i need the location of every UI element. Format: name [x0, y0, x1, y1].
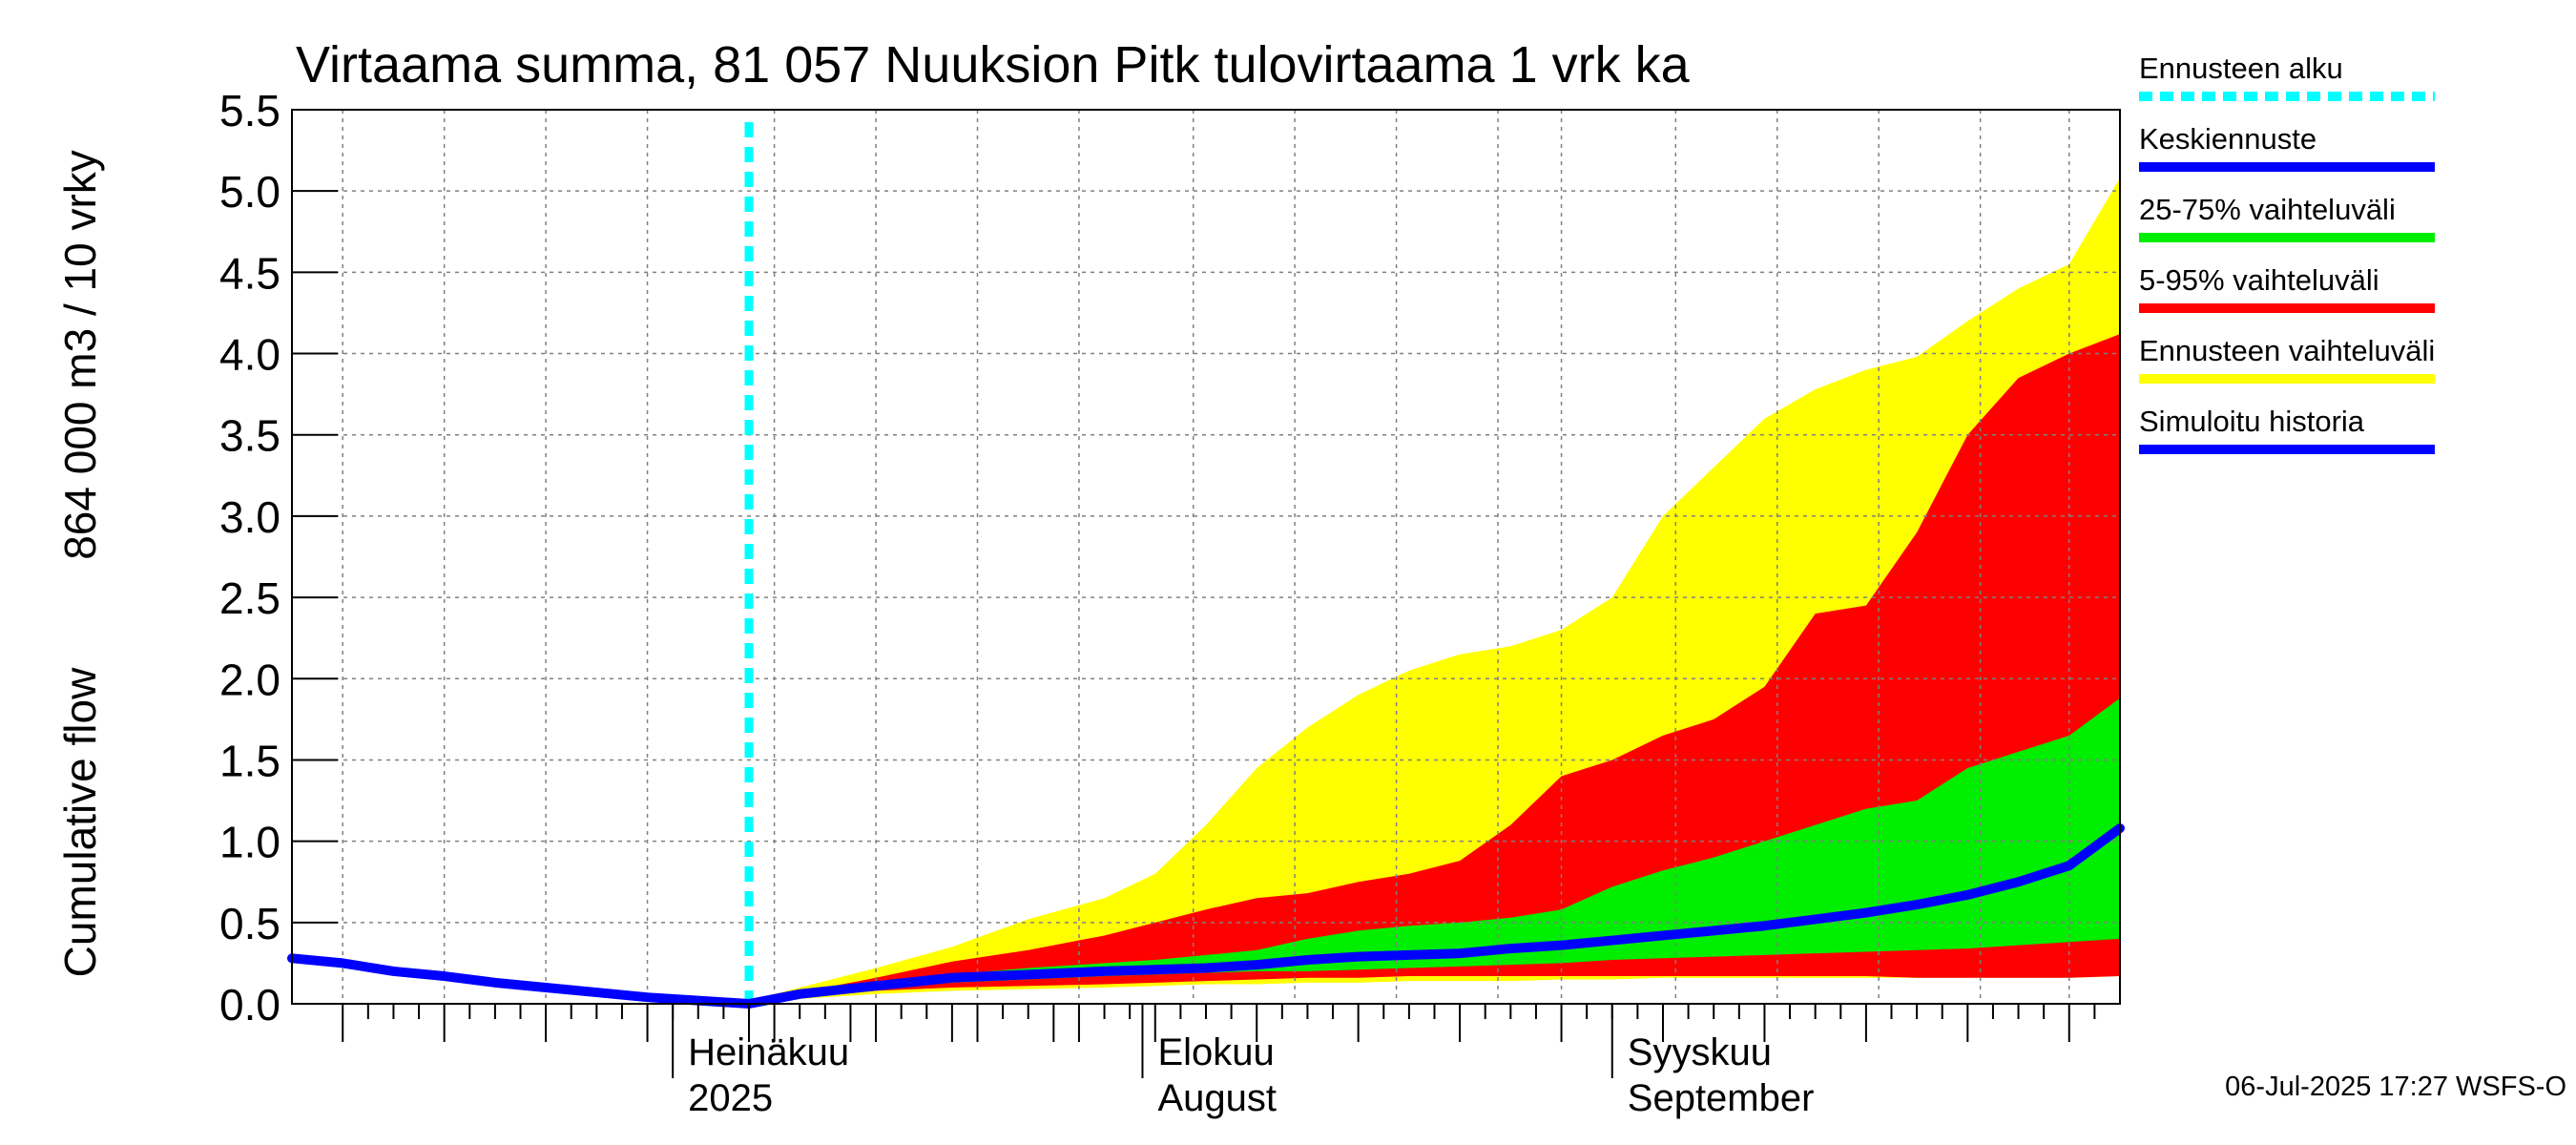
line-simuloitu-historia [287, 953, 754, 1009]
legend-label: 25-75% vaihteluväli [2139, 193, 2396, 226]
legend-label: Keskiennuste [2139, 122, 2316, 156]
y-tick-label: 0.0 [219, 980, 280, 1030]
line-keskiennuste [744, 823, 2125, 1009]
x-month-label: Heinäkuu [688, 1031, 849, 1073]
legend-label: Simuloitu historia [2139, 405, 2365, 438]
y-axis-label-line1: 864 000 m3 / 10 vrky [55, 150, 105, 560]
y-tick-label: 1.5 [219, 736, 280, 785]
chart-title: Virtaama summa, 81 057 Nuuksion Pitk tul… [296, 36, 1691, 94]
y-axis-label: 864 000 m3 / 10 vrky Cumulative flow [55, 150, 105, 977]
series-lines [287, 122, 2125, 1009]
y-tick-label: 4.0 [219, 330, 280, 380]
y-tick-label: 3.5 [219, 411, 280, 461]
y-tick-label: 2.0 [219, 655, 280, 704]
y-tick-label: 3.0 [219, 492, 280, 542]
y-tick-label: 2.5 [219, 573, 280, 623]
y-tick-label: 1.0 [219, 818, 280, 867]
y-tick-label: 5.5 [219, 86, 280, 135]
band-5-95-vaihteluv-li [749, 334, 2120, 1004]
legend-label: Ennusteen alku [2139, 52, 2343, 85]
x-month-sublabel: August [1157, 1077, 1277, 1119]
legend-label: 5-95% vaihteluväli [2139, 263, 2379, 297]
y-tick-label: 0.5 [219, 899, 280, 948]
legend-label: Ennusteen vaihteluväli [2139, 334, 2435, 367]
x-month-label: Syyskuu [1628, 1031, 1772, 1073]
y-tick-label: 5.0 [219, 167, 280, 217]
y-tick-label: 4.5 [219, 248, 280, 298]
x-month-sublabel: 2025 [688, 1077, 773, 1119]
y-axis-label-line2: Cumulative flow [55, 667, 105, 977]
x-month-sublabel: September [1628, 1077, 1815, 1119]
x-month-label: Elokuu [1157, 1031, 1274, 1073]
y-ticks: 0.0 0.5 1.0 1.5 2.0 2.5 3.0 3.5 4.0 4.5 5.0 5.5 [219, 86, 338, 1030]
footer-timestamp: 06-Jul-2025 17:27 WSFS-O [2225, 1072, 2566, 1102]
legend: Ennusteen alku Keskiennuste 25-75% vaihtel… [2139, 52, 2435, 454]
